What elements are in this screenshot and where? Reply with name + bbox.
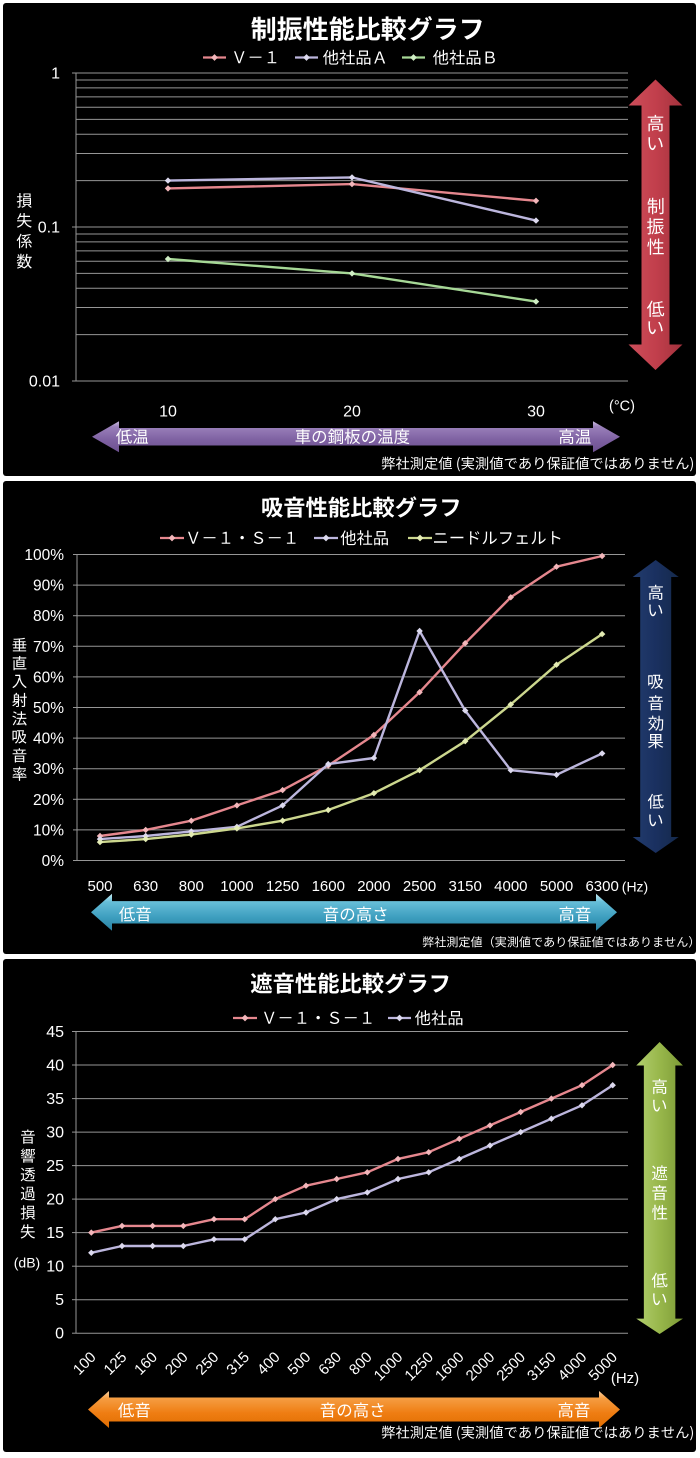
svg-text:(Hz): (Hz) [622, 879, 648, 895]
svg-text:2500: 2500 [403, 878, 436, 895]
svg-text:4000: 4000 [494, 878, 527, 895]
svg-text:1250: 1250 [266, 878, 299, 895]
svg-text:30: 30 [46, 1125, 64, 1142]
svg-text:15: 15 [46, 1225, 64, 1242]
svg-text:1600: 1600 [312, 878, 345, 895]
svg-text:60%: 60% [33, 669, 64, 686]
svg-text:30%: 30% [33, 761, 64, 778]
svg-text:20: 20 [343, 404, 361, 421]
svg-text:10: 10 [159, 404, 177, 421]
svg-text:1000: 1000 [220, 878, 253, 895]
svg-text:35: 35 [46, 1091, 64, 1108]
svg-text:10%: 10% [33, 822, 64, 839]
svg-text:90%: 90% [33, 578, 64, 595]
svg-text:(dB): (dB) [14, 1255, 40, 1271]
svg-text:500: 500 [87, 878, 112, 895]
svg-text:50%: 50% [33, 700, 64, 717]
svg-text:45: 45 [46, 1024, 64, 1041]
svg-text:800: 800 [179, 878, 204, 895]
svg-text:2000: 2000 [357, 878, 390, 895]
svg-text:10: 10 [46, 1259, 64, 1276]
svg-text:40%: 40% [33, 731, 64, 748]
svg-text:20%: 20% [33, 792, 64, 809]
svg-text:3150: 3150 [449, 878, 482, 895]
svg-text:(Hz): (Hz) [611, 1370, 639, 1387]
svg-text:80%: 80% [33, 608, 64, 625]
svg-text:70%: 70% [33, 639, 64, 656]
svg-text:30: 30 [527, 404, 545, 421]
svg-text:(°C): (°C) [609, 399, 635, 415]
svg-text:40: 40 [46, 1058, 64, 1075]
svg-text:630: 630 [133, 878, 158, 895]
svg-text:0%: 0% [42, 853, 65, 870]
svg-text:5000: 5000 [540, 878, 573, 895]
svg-text:0.1: 0.1 [38, 220, 60, 237]
svg-text:5: 5 [55, 1292, 64, 1309]
svg-text:25: 25 [46, 1158, 64, 1175]
svg-text:1: 1 [51, 66, 60, 83]
svg-text:0.01: 0.01 [29, 374, 60, 391]
svg-text:100%: 100% [24, 547, 64, 564]
svg-text:6300: 6300 [585, 878, 618, 895]
svg-text:0: 0 [55, 1326, 64, 1343]
svg-text:20: 20 [46, 1192, 64, 1209]
